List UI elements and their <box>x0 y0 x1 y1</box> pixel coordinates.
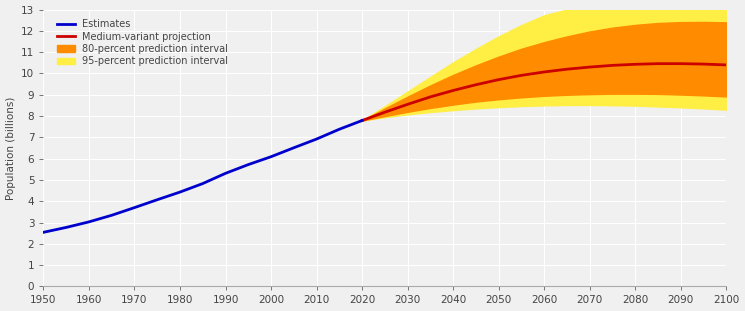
Legend: Estimates, Medium-variant projection, 80-percent prediction interval, 95-percent: Estimates, Medium-variant projection, 80… <box>53 15 232 70</box>
Y-axis label: Population (billions): Population (billions) <box>5 96 16 200</box>
